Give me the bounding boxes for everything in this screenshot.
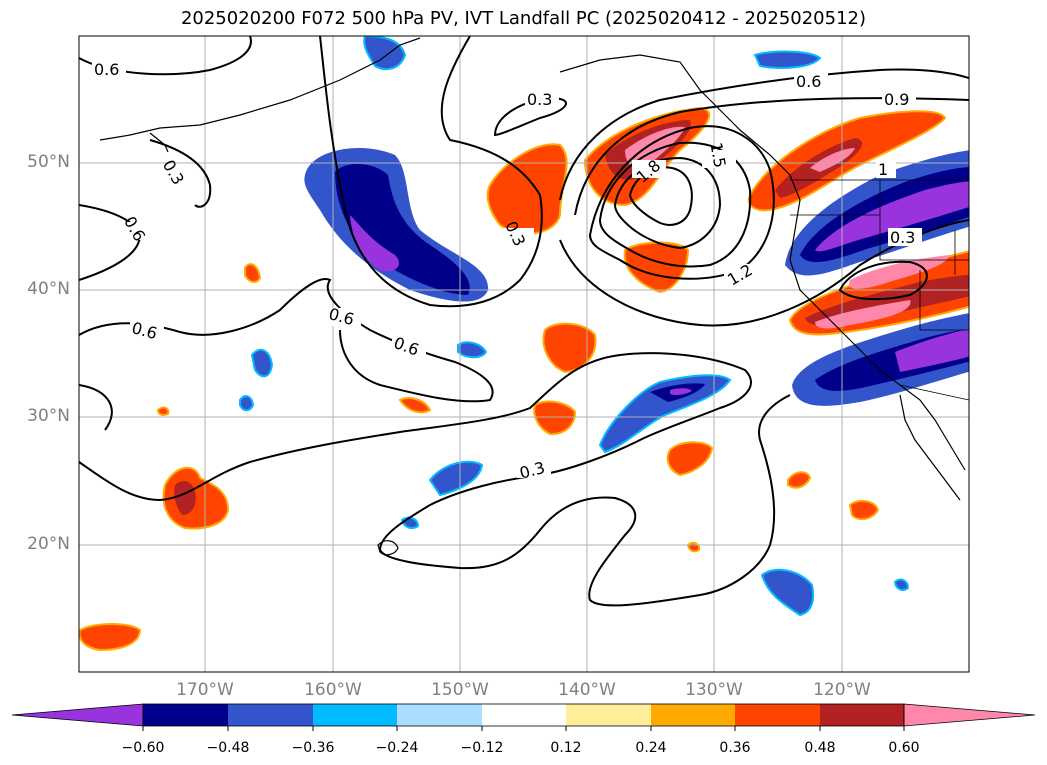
contour-label: 0.9 xyxy=(884,90,909,109)
lat-label: 30°N xyxy=(27,406,70,426)
contour-label: 0.6 xyxy=(796,72,821,91)
colorbar-tick-label: −0.60 xyxy=(121,740,165,756)
colorbar-bin xyxy=(482,704,566,726)
pv-contours xyxy=(79,36,969,607)
colorbar xyxy=(11,703,1036,731)
colorbar-tick-label: 0.60 xyxy=(888,740,920,756)
colorbar-bin xyxy=(228,704,313,726)
lat-label: 40°N xyxy=(27,279,70,299)
lon-label: 120°W xyxy=(813,680,871,700)
colorbar-tick-label: 0.36 xyxy=(719,740,751,756)
map-frame xyxy=(78,35,970,673)
colorbar-bin xyxy=(820,704,904,726)
contour-label: 1.5 xyxy=(706,141,729,169)
colorbar-tick-label: 0.12 xyxy=(550,740,582,756)
contour-label: 0.6 xyxy=(94,60,119,79)
lat-label: 20°N xyxy=(27,534,70,554)
colorbar-bin xyxy=(651,704,735,726)
colorbar-tick-label: 0.48 xyxy=(804,740,836,756)
colorbar-bin xyxy=(397,704,482,726)
colorbar-tick-label: −0.24 xyxy=(375,740,419,756)
colorbar-bin xyxy=(566,704,651,726)
colorbar-tick-label: 0.24 xyxy=(635,740,667,756)
lon-label: 170°W xyxy=(176,680,234,700)
colorbar-extend-max xyxy=(903,703,1036,727)
lon-label: 130°W xyxy=(685,680,743,700)
colorbar-bin xyxy=(143,704,228,726)
lon-label: 160°W xyxy=(304,680,362,700)
coastlines xyxy=(99,37,966,556)
borders xyxy=(790,179,969,401)
contour-label: 0.3 xyxy=(890,228,915,247)
lon-label: 150°W xyxy=(431,680,489,700)
colorbar-bin xyxy=(313,704,397,726)
colorbar-tick-label: −0.36 xyxy=(291,740,335,756)
contour-labels: 0.6 0.3 0.6 0.6 0.6 0.6 0.3 0.3 1.8 1.5 … xyxy=(92,60,922,483)
colorbar-bin xyxy=(735,704,820,726)
colorbar-tick-label: −0.12 xyxy=(460,740,504,756)
contour-label: 1 xyxy=(878,160,888,179)
colorbar-tick-label: −0.48 xyxy=(206,740,250,756)
colorbar-extend-min xyxy=(11,703,144,727)
lat-label: 50°N xyxy=(27,152,70,172)
positive-anomaly-region-gulf xyxy=(486,143,568,235)
lon-label: 140°W xyxy=(558,680,616,700)
chart-title: 2025020200 F072 500 hPa PV, IVT Landfall… xyxy=(180,8,867,29)
contour-label: 0.3 xyxy=(527,90,552,109)
